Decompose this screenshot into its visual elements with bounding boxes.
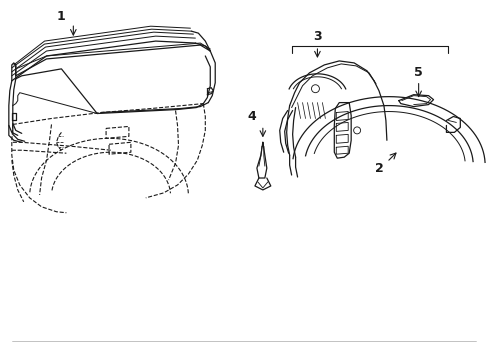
Text: 2: 2 [374, 162, 383, 175]
Text: 4: 4 [247, 110, 256, 123]
Text: 3: 3 [312, 30, 321, 42]
Text: 5: 5 [413, 66, 422, 79]
Text: 1: 1 [57, 10, 66, 23]
